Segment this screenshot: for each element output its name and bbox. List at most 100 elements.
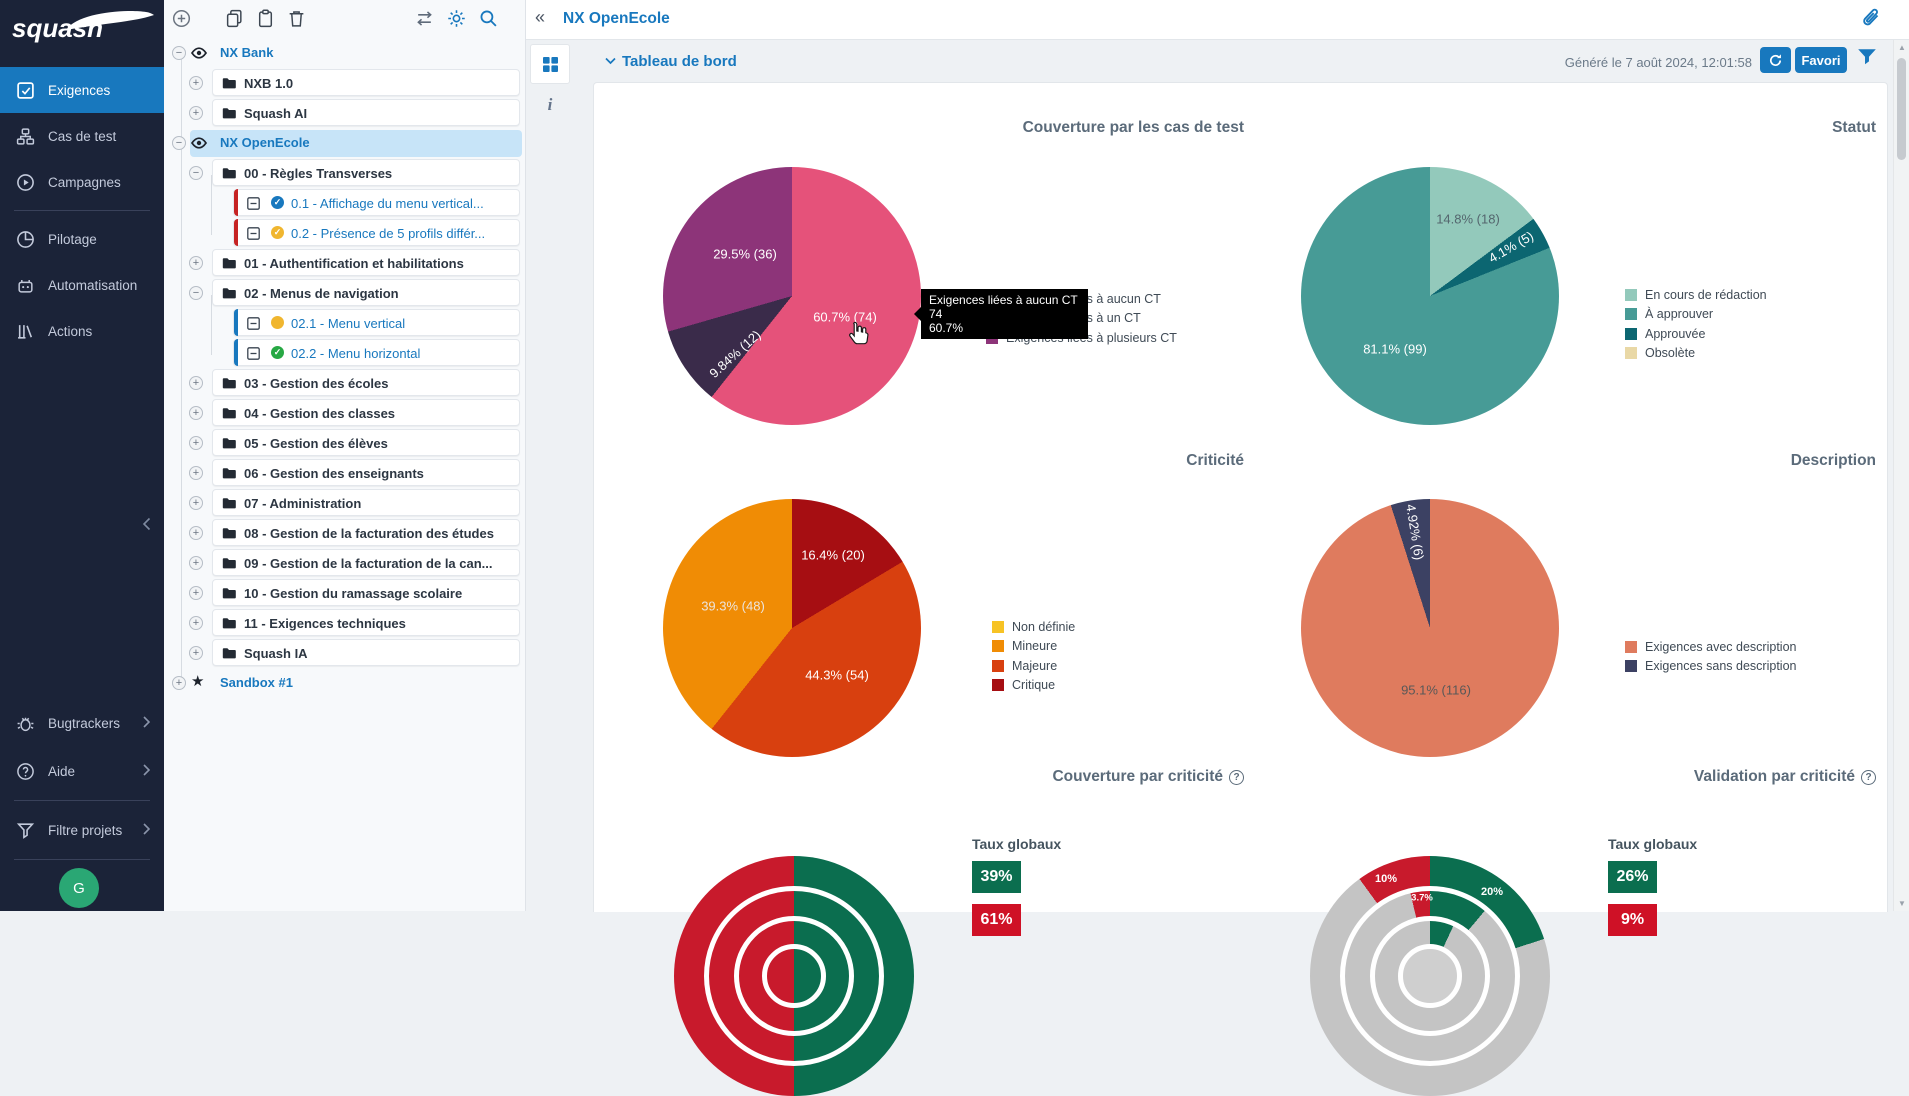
tree-node-card[interactable]: ✓ 02 - Menus de navigation: [212, 279, 520, 306]
tree-node-label[interactable]: 01 - Authentification et habilitations: [244, 256, 464, 271]
legend-item[interactable]: Mineure: [992, 637, 1075, 657]
filter-funnel-icon[interactable]: [1856, 46, 1878, 68]
sunburst-couverture-criticite[interactable]: [674, 856, 914, 1096]
search-icon[interactable]: [479, 9, 498, 28]
refresh-button[interactable]: [1760, 47, 1791, 73]
scroll-up-arrow[interactable]: ▲: [1898, 43, 1906, 52]
legend-item[interactable]: Obsolète: [1625, 344, 1767, 364]
help-icon[interactable]: ?: [1861, 769, 1876, 785]
chevron-down-icon[interactable]: [605, 57, 616, 65]
tree-node-label[interactable]: Squash IA: [244, 646, 308, 661]
tree-expander[interactable]: +: [189, 496, 203, 510]
attachment-paperclip-icon[interactable]: [1860, 7, 1882, 33]
tree-node-card[interactable]: ✓ 09 - Gestion de la facturation de la c…: [212, 549, 520, 576]
delete-icon[interactable]: [287, 9, 306, 28]
tree-node-card[interactable]: ✓ 10 - Gestion du ramassage scolaire: [212, 579, 520, 606]
tree-expander[interactable]: +: [189, 526, 203, 540]
user-avatar[interactable]: G: [59, 868, 99, 908]
tree-project-label[interactable]: NX OpenEcole: [220, 135, 310, 150]
sidebar-item-automatisation[interactable]: Automatisation: [0, 262, 164, 308]
sidebar-item-aide[interactable]: Aide: [0, 747, 164, 795]
tab-dashboard[interactable]: [530, 44, 570, 84]
tree-node-label[interactable]: 00 - Règles Transverses: [244, 166, 393, 181]
tree-expander[interactable]: +: [189, 256, 203, 270]
legend-item[interactable]: Critique: [992, 676, 1075, 696]
tree-node-label[interactable]: Squash AI: [244, 106, 308, 121]
tree-node-card[interactable]: ✓ 05 - Gestion des élèves: [212, 429, 520, 456]
legend-item[interactable]: Approuvée: [1625, 324, 1767, 344]
tree-expander[interactable]: −: [172, 46, 186, 60]
tree-node-label[interactable]: 09 - Gestion de la facturation de la can…: [244, 556, 493, 571]
tree-expander[interactable]: +: [189, 76, 203, 90]
tree-node-label[interactable]: 0.2 - Présence de 5 profils différ...: [291, 226, 486, 241]
tree-node-card[interactable]: ✓ NXB 1.0: [212, 69, 520, 96]
sidebar-item-pilotage[interactable]: Pilotage: [0, 216, 164, 262]
tree-node-label[interactable]: 04 - Gestion des classes: [244, 406, 396, 421]
tree-expander[interactable]: +: [189, 466, 203, 480]
section-dashboard-toggle[interactable]: Tableau de bord: [622, 53, 737, 70]
tree-node-card[interactable]: ✓ 0.2 - Présence de 5 profils différ...: [233, 219, 520, 246]
tree-expander[interactable]: +: [189, 376, 203, 390]
tree-node-card[interactable]: ✓ 03 - Gestion des écoles: [212, 369, 520, 396]
tree-project-label[interactable]: NX Bank: [220, 45, 274, 60]
tree-node-label[interactable]: NXB 1.0: [244, 76, 294, 91]
vertical-scrollbar[interactable]: ▲ ▼: [1893, 40, 1909, 911]
sidebar-item-filtre-projets[interactable]: Filtre projets: [0, 806, 164, 854]
tree-node-card[interactable]: ✓ 11 - Exigences techniques: [212, 609, 520, 636]
tree-expander[interactable]: +: [189, 406, 203, 420]
tree-node-card[interactable]: ✓ 02.1 - Menu vertical: [233, 309, 520, 336]
tree-node-label[interactable]: 03 - Gestion des écoles: [244, 376, 389, 391]
tree-node-label[interactable]: 0.1 - Affichage du menu vertical...: [291, 196, 484, 211]
tree-node-label[interactable]: 02 - Menus de navigation: [244, 286, 399, 301]
add-icon[interactable]: [172, 9, 191, 28]
sidebar-item-actions[interactable]: Actions: [0, 308, 164, 354]
legend-item[interactable]: Majeure: [992, 656, 1075, 676]
tree-node-label[interactable]: 02.2 - Menu horizontal: [291, 346, 421, 361]
tree-node-label[interactable]: 07 - Administration: [244, 496, 362, 511]
sidebar-collapse-icon[interactable]: [142, 517, 151, 531]
sidebar-item-cas-de-test[interactable]: Cas de test: [0, 113, 164, 159]
pie-statut[interactable]: 14.8% (18) 4.1% (5) 81.1% (99): [1301, 167, 1559, 425]
paste-icon[interactable]: [256, 9, 275, 28]
tree-node-card[interactable]: ✓ 04 - Gestion des classes: [212, 399, 520, 426]
tree-node-card[interactable]: ✓ 08 - Gestion de la facturation des étu…: [212, 519, 520, 546]
tree-project-label[interactable]: Sandbox #1: [220, 675, 293, 690]
legend-item[interactable]: Non définie: [992, 617, 1075, 637]
tree-expander[interactable]: +: [189, 556, 203, 570]
sidebar-item-exigences[interactable]: Exigences: [0, 67, 164, 113]
collapse-panel-icon[interactable]: «: [535, 7, 546, 27]
tree-node-label[interactable]: 02.1 - Menu vertical: [291, 316, 406, 331]
tab-information[interactable]: i: [547, 95, 553, 114]
sidebar-item-campagnes[interactable]: Campagnes: [0, 159, 164, 205]
tree-expander[interactable]: +: [189, 616, 203, 630]
tree-node-card[interactable]: ✓ 00 - Règles Transverses: [212, 159, 520, 186]
tree-node-label[interactable]: 06 - Gestion des enseignants: [244, 466, 424, 481]
tree-node-card[interactable]: ✓ 01 - Authentification et habilitations: [212, 249, 520, 276]
sunburst-validation-criticite[interactable]: 10% 3.7% 20%: [1310, 856, 1550, 1096]
pie-criticite[interactable]: 16.4% (20) 44.3% (54) 39.3% (48): [663, 499, 921, 757]
tree-expander[interactable]: −: [172, 136, 186, 150]
tree-node-label[interactable]: 10 - Gestion du ramassage scolaire: [244, 586, 463, 601]
sidebar-item-bugtrackers[interactable]: Bugtrackers: [0, 699, 164, 747]
tree-node-card[interactable]: ✓ Squash IA: [212, 639, 520, 666]
tree-node-label[interactable]: 11 - Exigences techniques: [244, 616, 406, 631]
tree-node-card[interactable]: ✓ 0.1 - Affichage du menu vertical...: [233, 189, 520, 216]
tree-node-card[interactable]: ✓ Squash AI: [212, 99, 520, 126]
pie-description[interactable]: 95.1% (116) 4.92% (6): [1301, 499, 1559, 757]
scroll-down-arrow[interactable]: ▼: [1898, 899, 1906, 908]
legend-item[interactable]: Exigences avec description: [1625, 637, 1796, 657]
scrollbar-thumb[interactable]: [1897, 58, 1906, 160]
tree-node-label[interactable]: 05 - Gestion des élèves: [244, 436, 388, 451]
tree-expander[interactable]: +: [172, 676, 186, 690]
tree-expander[interactable]: +: [189, 646, 203, 660]
tree-expander[interactable]: +: [189, 106, 203, 120]
settings-gear-icon[interactable]: [447, 9, 466, 28]
tree-node-card[interactable]: ✓ 02.2 - Menu horizontal: [233, 339, 520, 366]
tree-expander[interactable]: +: [189, 586, 203, 600]
tree-node-label[interactable]: 08 - Gestion de la facturation des étude…: [244, 526, 494, 541]
swap-icon[interactable]: [415, 9, 434, 28]
tree-expander[interactable]: −: [189, 286, 203, 300]
copy-icon[interactable]: [225, 9, 244, 28]
legend-item[interactable]: Exigences sans description: [1625, 657, 1796, 677]
tree-expander[interactable]: −: [189, 166, 203, 180]
